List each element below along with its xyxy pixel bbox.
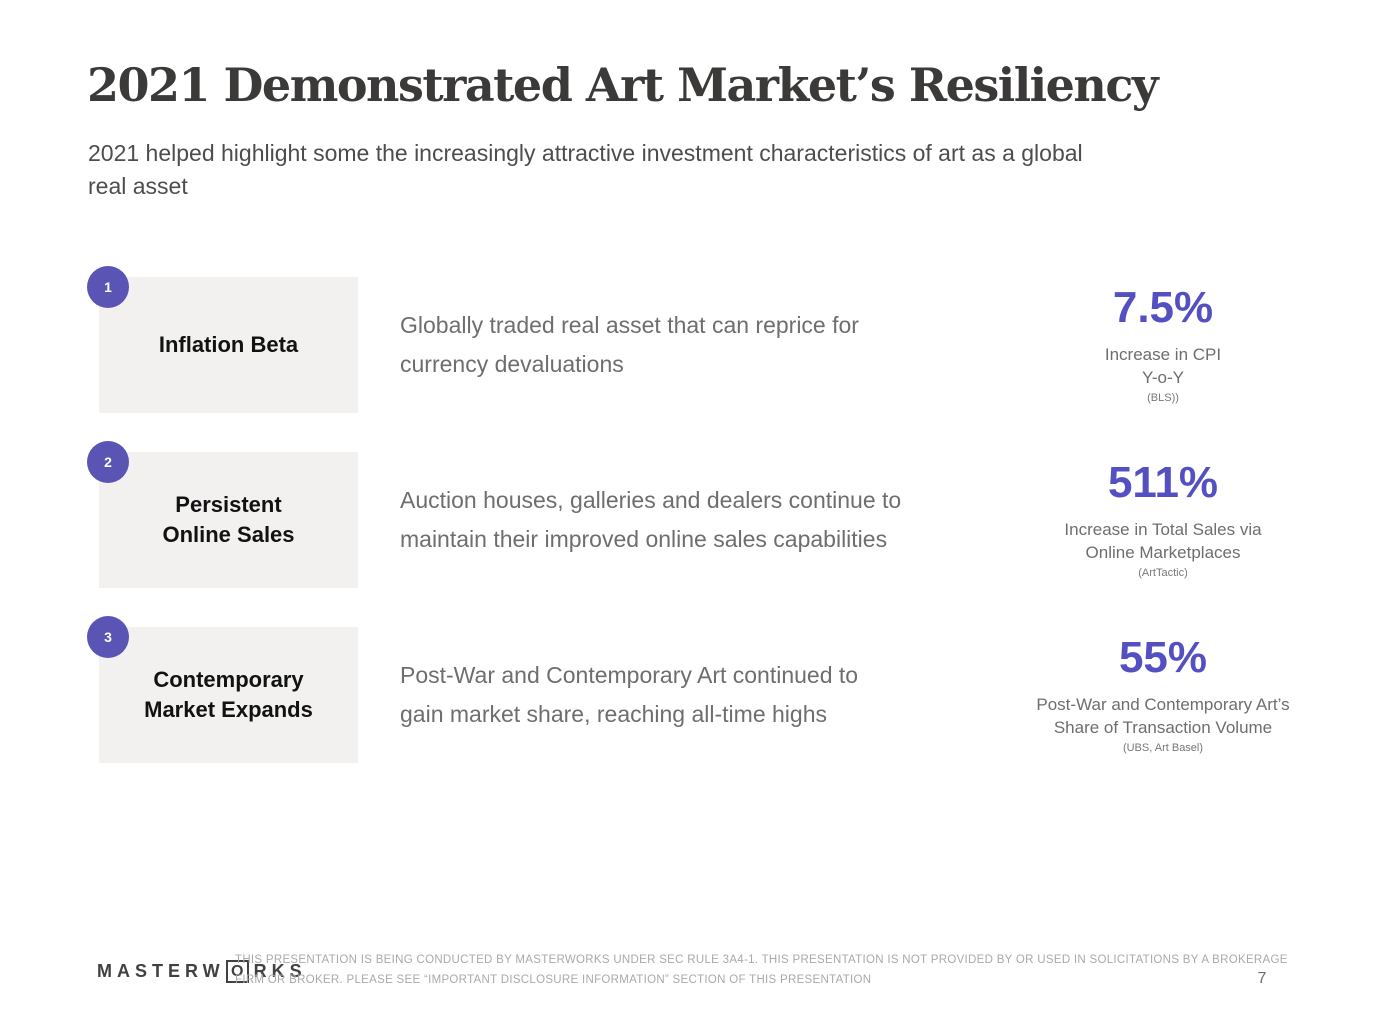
page-number: 7 bbox=[1257, 970, 1267, 987]
feature-tile: Contemporary Market Expands bbox=[99, 627, 358, 763]
feature-description: Globally traded real asset that can repr… bbox=[400, 277, 1000, 413]
description-line-1: Globally traded real asset that can repr… bbox=[400, 312, 859, 338]
badge-number: 2 bbox=[104, 454, 112, 470]
feature-row-inflation-beta: 1 Inflation Beta Globally traded real as… bbox=[87, 266, 1345, 413]
description-line-2: currency devaluations bbox=[400, 351, 624, 377]
stat-caption-line-1: Increase in CPI bbox=[1104, 345, 1222, 364]
number-badge: 3 bbox=[87, 616, 129, 658]
stat-caption-line-1: Increase in Total Sales via bbox=[1064, 520, 1262, 539]
tile-label-line-1: Inflation Beta bbox=[158, 332, 299, 357]
logo-text-suffix: RKS bbox=[253, 961, 307, 981]
masterworks-logo: MASTERW O RKS bbox=[97, 960, 307, 983]
subtitle-line-2: real asset bbox=[88, 173, 188, 199]
stat-value: 7.5% bbox=[1112, 283, 1214, 332]
tile-label-line-1: Contemporary bbox=[153, 667, 304, 692]
stat-caption: Increase in CPI Y-o-Y bbox=[960, 343, 1366, 389]
disclaimer-line-2: FIRM OR BROKER. PLEASE SEE “IMPORTANT DI… bbox=[235, 973, 872, 986]
stat-source: (ArtTactic) bbox=[1138, 567, 1188, 579]
stat-block: 511% Increase in Total Sales via Online … bbox=[960, 460, 1366, 580]
disclaimer-line-1: THIS PRESENTATION IS BEING CONDUCTED BY … bbox=[235, 954, 1288, 966]
badge-number: 3 bbox=[104, 629, 112, 645]
logo-text-prefix: MASTERW bbox=[97, 961, 225, 981]
number-badge: 1 bbox=[87, 266, 129, 308]
feature-row-contemporary-market-expands: 3 Contemporary Market Expands Post-War a… bbox=[87, 616, 1345, 763]
stat-source: (UBS, Art Basel) bbox=[1122, 742, 1204, 754]
logo-boxed-o-icon: O bbox=[225, 960, 249, 983]
feature-tile: Inflation Beta bbox=[99, 277, 358, 413]
number-badge: 2 bbox=[87, 441, 129, 483]
stat-value: 511% bbox=[1107, 458, 1219, 507]
tile-label-line-2: Market Expands bbox=[144, 697, 313, 722]
stat-block: 7.5% Increase in CPI Y-o-Y (BLS)) bbox=[960, 285, 1366, 405]
description-line-2: gain market share, reaching all-time hig… bbox=[400, 701, 827, 727]
footer-disclaimer: THIS PRESENTATION IS BEING CONDUCTED BY … bbox=[235, 951, 1350, 990]
stat-caption-line-2: Share of Transaction Volume bbox=[1053, 718, 1273, 737]
tile-label: Persistent Online Sales bbox=[162, 490, 294, 550]
stat-value: 55% bbox=[1118, 633, 1208, 682]
tile-label: Inflation Beta bbox=[159, 330, 298, 360]
feature-row-persistent-online-sales: 2 Persistent Online Sales Auction houses… bbox=[87, 441, 1345, 588]
tile-label: Contemporary Market Expands bbox=[144, 665, 313, 725]
description-line-1: Post-War and Contemporary Art continued … bbox=[400, 662, 859, 688]
page-subtitle: 2021 helped highlight some the increasin… bbox=[88, 137, 1083, 203]
stat-caption-line-1: Post-War and Contemporary Art’s bbox=[1036, 695, 1290, 714]
tile-label-line-2: Online Sales bbox=[162, 522, 295, 547]
stat-caption: Increase in Total Sales via Online Marke… bbox=[960, 518, 1366, 564]
stat-block: 55% Post-War and Contemporary Art’s Shar… bbox=[960, 635, 1366, 755]
description-line-1: Auction houses, galleries and dealers co… bbox=[400, 487, 902, 513]
stat-caption-line-2: Y-o-Y bbox=[1142, 368, 1184, 387]
tile-label-line-1: Persistent bbox=[175, 492, 282, 517]
feature-description: Auction houses, galleries and dealers co… bbox=[400, 452, 1000, 588]
feature-description: Post-War and Contemporary Art continued … bbox=[400, 627, 1000, 763]
stat-caption: Post-War and Contemporary Art’s Share of… bbox=[960, 693, 1366, 739]
page-title: 2021 Demonstrated Art Market’s Resilienc… bbox=[87, 58, 1159, 112]
badge-number: 1 bbox=[104, 279, 112, 295]
subtitle-line-1: 2021 helped highlight some the increasin… bbox=[88, 140, 1083, 166]
feature-tile: Persistent Online Sales bbox=[99, 452, 358, 588]
description-line-2: maintain their improved online sales cap… bbox=[400, 526, 888, 552]
stat-source: (BLS)) bbox=[1147, 392, 1179, 404]
stat-caption-line-2: Online Marketplaces bbox=[1085, 543, 1241, 562]
